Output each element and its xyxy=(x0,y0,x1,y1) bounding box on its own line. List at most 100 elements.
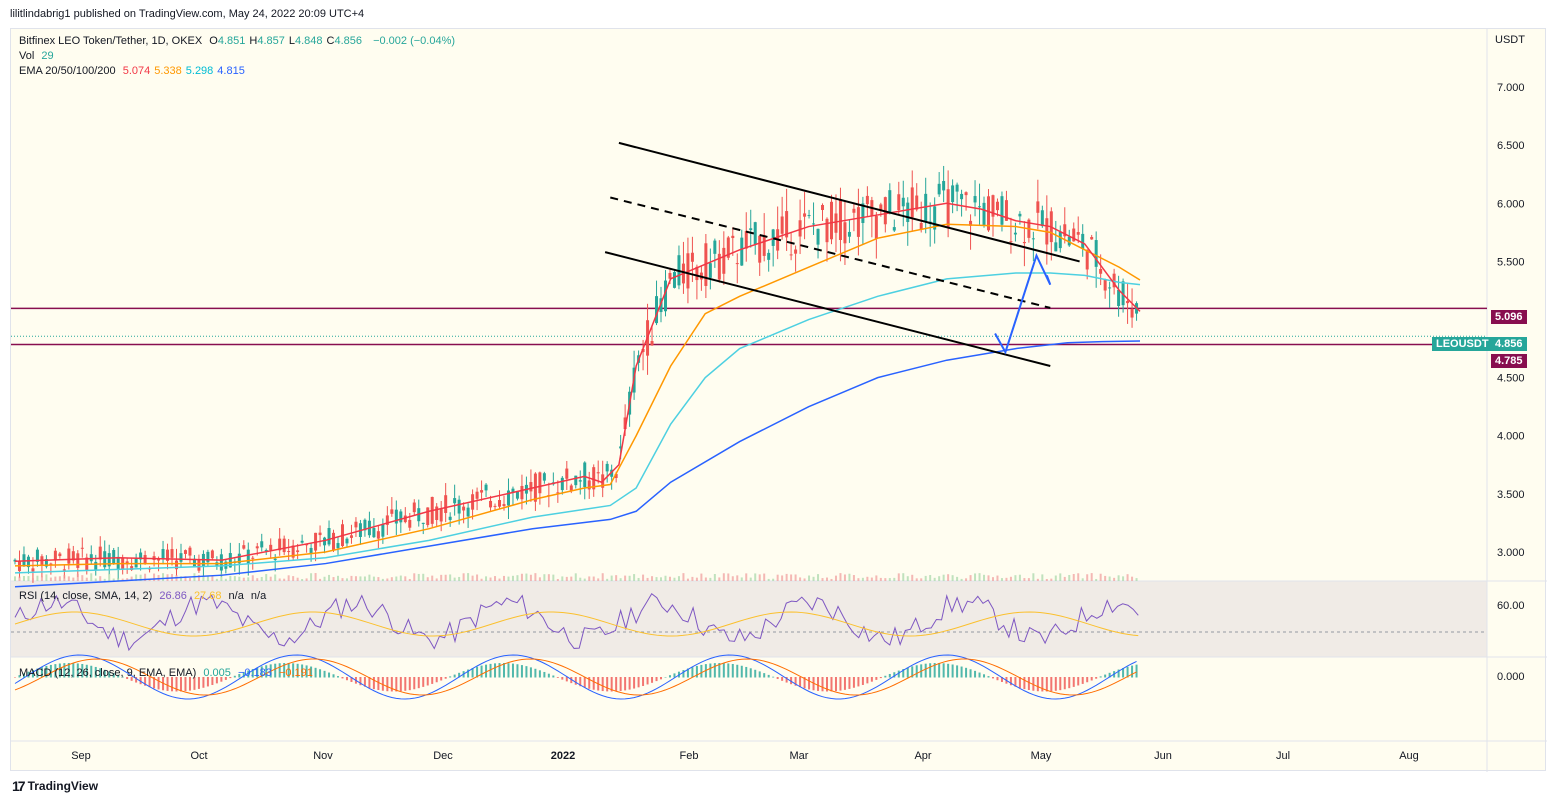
candle-body xyxy=(426,507,430,526)
chart-area[interactable]: 7.0006.5006.0005.5005.0004.5004.0003.500… xyxy=(10,28,1547,772)
macd-histogram-bar xyxy=(543,671,546,678)
candle-body xyxy=(493,505,497,507)
volume-bar xyxy=(857,578,860,581)
candle-body xyxy=(1022,241,1026,244)
macd-histogram-bar xyxy=(866,677,869,684)
macd-histogram-bar xyxy=(893,672,896,678)
macd-histogram-bar xyxy=(395,677,398,692)
volume-bar xyxy=(911,574,914,581)
macd-histogram-bar xyxy=(1009,677,1012,686)
candle-body xyxy=(251,557,255,559)
volume-bar xyxy=(413,573,416,581)
ema-value: 4.815 xyxy=(217,65,245,77)
macd-histogram-bar xyxy=(1050,677,1053,692)
projection-arrow xyxy=(994,252,1052,355)
candle-body xyxy=(372,527,376,538)
candle-body xyxy=(1058,231,1062,249)
volume-bar xyxy=(319,578,322,581)
candle-body xyxy=(838,199,842,241)
macd-histogram-bar xyxy=(22,673,25,678)
tradingview-logo-icon: 17 xyxy=(12,778,26,794)
volume-bar xyxy=(99,576,102,581)
volume-bar xyxy=(974,573,977,581)
volume-bar xyxy=(888,578,891,581)
macd-histogram-bar xyxy=(826,677,829,692)
macd-histogram-bar xyxy=(112,673,115,678)
candle-body xyxy=(381,524,385,537)
channel-middle-line xyxy=(610,196,1051,309)
time-tick-label: Oct xyxy=(190,750,207,762)
candle-body xyxy=(542,473,546,481)
volume-bar xyxy=(633,574,636,581)
volume-bar xyxy=(144,573,147,581)
candle-body xyxy=(31,568,35,572)
candle-body xyxy=(336,543,340,549)
candle-body xyxy=(1013,232,1017,235)
volume-bar xyxy=(749,577,752,581)
volume-bar xyxy=(1041,574,1044,581)
candle-body xyxy=(1076,232,1080,235)
macd-histogram-bar xyxy=(247,670,250,678)
price-tick-label: 3.000 xyxy=(1497,547,1525,559)
macd-histogram-bar xyxy=(529,667,532,678)
volume-bar xyxy=(215,578,218,581)
candle-body xyxy=(166,549,170,561)
candle-body xyxy=(502,504,506,506)
support-tag: 4.785 xyxy=(1491,354,1527,368)
volume-bar xyxy=(58,576,61,581)
tradingview-footer[interactable]: 17 TradingView xyxy=(12,778,98,794)
volume-bar xyxy=(251,575,254,581)
volume-bar xyxy=(839,573,842,581)
candle-body xyxy=(1009,241,1013,243)
macd-histogram-bar xyxy=(399,677,402,692)
candle-body xyxy=(847,231,851,237)
macd-histogram-bar xyxy=(655,677,658,682)
candle-body xyxy=(269,544,273,551)
candle-body xyxy=(376,531,380,539)
volume-bar xyxy=(781,575,784,581)
macd-histogram-bar xyxy=(489,663,492,678)
macd-histogram-bar xyxy=(686,668,689,678)
volume-bar xyxy=(758,574,761,581)
macd-histogram-bar xyxy=(834,677,837,692)
volume-bar xyxy=(49,577,52,581)
candle-body xyxy=(933,206,937,230)
macd-histogram-bar xyxy=(861,677,864,685)
volume-bar xyxy=(431,575,434,581)
macd-histogram-bar xyxy=(695,665,698,678)
candle-body xyxy=(892,227,896,231)
volume-bar xyxy=(1014,575,1017,581)
volume-bar xyxy=(211,576,214,581)
macd-histogram-bar xyxy=(624,677,627,691)
macd-histogram-bar xyxy=(682,670,685,678)
volume-bar xyxy=(655,577,658,581)
volume-bar xyxy=(328,574,331,581)
candle-body xyxy=(457,499,461,514)
volume-bar xyxy=(54,576,57,581)
volume-bar xyxy=(1095,578,1098,581)
volume-bar xyxy=(668,576,671,581)
volume-bar xyxy=(1122,576,1125,581)
macd-histogram-bar xyxy=(413,677,416,690)
volume-bar xyxy=(14,576,16,581)
volume-bar xyxy=(301,578,304,581)
price-chart[interactable]: 7.0006.5006.0005.5005.0004.5004.0003.500… xyxy=(11,29,1547,772)
ohlc-key: O xyxy=(209,35,218,47)
volume-bar xyxy=(677,576,680,581)
volume-bar xyxy=(242,577,245,581)
candle-body xyxy=(1108,287,1112,289)
volume-bar xyxy=(1108,576,1111,581)
candle-body xyxy=(668,272,672,279)
candle-body xyxy=(1126,300,1130,304)
volume-bar xyxy=(1104,575,1107,581)
macd-line xyxy=(14,654,1137,700)
macd-histogram-bar xyxy=(130,677,133,681)
volume-bar xyxy=(987,575,990,581)
candle-body xyxy=(1031,238,1035,240)
macd-histogram-bar xyxy=(251,669,254,678)
macd-histogram-bar xyxy=(121,676,124,678)
macd-histogram-bar xyxy=(525,666,528,678)
volume-bar xyxy=(1009,576,1012,581)
macd-histogram-bar xyxy=(1054,677,1057,691)
